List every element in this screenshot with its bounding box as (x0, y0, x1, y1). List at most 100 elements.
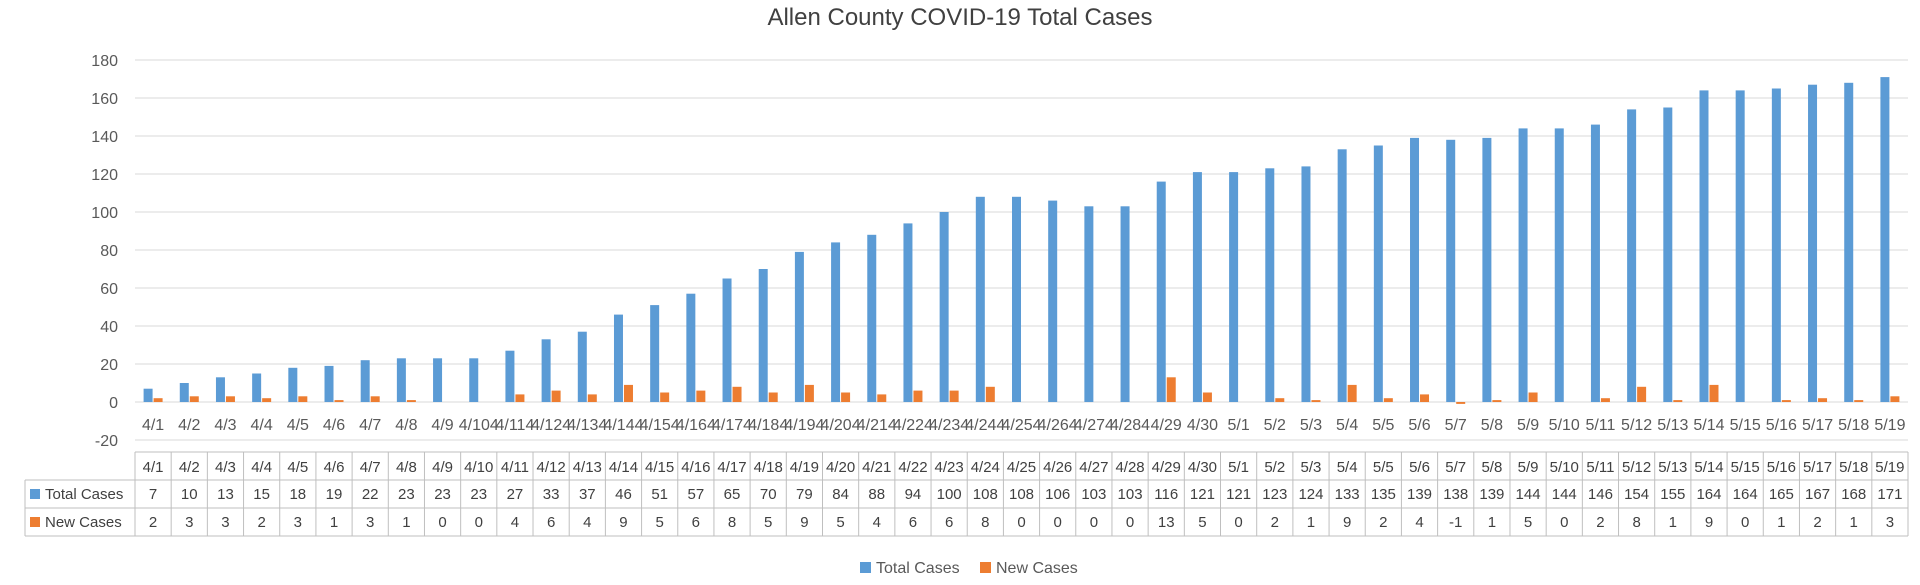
bar-total-cases (1699, 90, 1709, 403)
legend: Total Cases New Cases (860, 560, 1078, 577)
table-date-cell: 4/16 (681, 459, 710, 476)
x-tick-label: 5/11 (1585, 417, 1615, 434)
table-value-cell: 103 (1118, 486, 1143, 503)
table-value-cell: 0 (1560, 514, 1568, 531)
table-value-cell: 1 (1488, 514, 1496, 531)
bar-new-cases (1781, 400, 1791, 402)
table-value-cell: 139 (1407, 486, 1432, 503)
x-tick-label: 5/3 (1300, 417, 1322, 434)
legend-key-total-cases (860, 562, 871, 573)
table-date-cell: 4/30 (1188, 459, 1217, 476)
bar-new-cases (1420, 394, 1430, 402)
x-tick-label: 4/154 (640, 417, 680, 434)
table-value-cell: 9 (1343, 514, 1351, 531)
x-tick-label: 4/9 (431, 417, 453, 434)
table-date-cell: 4/15 (645, 459, 674, 476)
table-value-cell: 8 (981, 514, 989, 531)
bar-new-cases (370, 396, 380, 402)
table-value-cell: 6 (945, 514, 953, 531)
bar-total-cases (613, 314, 623, 402)
table-value-cell: 146 (1588, 486, 1613, 503)
bar-new-cases (985, 386, 995, 402)
table-date-cell: 4/22 (898, 459, 927, 476)
table-date-cell: 4/11 (501, 459, 529, 476)
bar-total-cases (252, 373, 262, 402)
bar-total-cases (1554, 128, 1564, 402)
bar-total-cases (143, 388, 153, 402)
table-value-cell: 5 (764, 514, 772, 531)
y-tick-label: 0 (109, 395, 118, 412)
gridlines (135, 59, 1908, 441)
table-value-cell: 171 (1877, 486, 1902, 503)
table-date-cell: 4/23 (935, 459, 964, 476)
table-date-cell: 5/9 (1518, 459, 1539, 476)
table-value-cell: 0 (1741, 514, 1749, 531)
x-tick-label: 5/1 (1227, 417, 1249, 434)
bar-total-cases (1844, 82, 1854, 403)
bar-new-cases (1202, 392, 1212, 402)
bar-total-cases (215, 377, 225, 402)
bar-total-cases (1156, 181, 1166, 402)
x-tick-label: 4/124 (531, 417, 571, 434)
bar-new-cases (841, 392, 851, 402)
table-value-cell: 2 (1379, 514, 1387, 531)
table-date-cell: 4/5 (287, 459, 308, 476)
table-value-cell: 8 (728, 514, 736, 531)
bar-total-cases (1446, 139, 1456, 403)
table-value-cell: 0 (1234, 514, 1242, 531)
table-date-cell: 5/1 (1228, 459, 1249, 476)
x-tick-label: 4/8 (395, 417, 417, 434)
table-value-cell: 2 (1271, 514, 1279, 531)
y-tick-label: 100 (91, 205, 118, 222)
table-value-cell: 5 (836, 514, 844, 531)
table-value-cell: 13 (1158, 514, 1175, 531)
bar-new-cases (1456, 402, 1466, 404)
x-tick-label: 4/274 (1074, 417, 1114, 434)
bar-total-cases (758, 269, 768, 402)
bar-total-cases (831, 242, 841, 402)
table-value-cell: 0 (1017, 514, 1025, 531)
x-tick-label: 5/14 (1693, 417, 1724, 434)
table-date-cell: 5/7 (1445, 459, 1466, 476)
bar-total-cases (1410, 137, 1420, 402)
table-value-cell: 10 (181, 486, 198, 503)
x-tick-label: 4/194 (784, 417, 824, 434)
x-tick-label: 5/7 (1445, 417, 1467, 434)
table-value-cell: 22 (362, 486, 379, 503)
table-date-cell: 4/10 (464, 459, 493, 476)
bar-total-cases (939, 212, 949, 402)
bar-new-cases (334, 400, 344, 402)
table-value-cell: 84 (832, 486, 849, 503)
bar-new-cases (1347, 384, 1357, 402)
table-date-cell: 4/26 (1043, 459, 1072, 476)
table-value-cell: 5 (1198, 514, 1206, 531)
x-tick-label: 5/16 (1766, 417, 1797, 434)
table-value-cell: 0 (1090, 514, 1098, 531)
table-date-cell: 4/6 (324, 459, 345, 476)
bar-new-cases (1673, 400, 1683, 402)
table-value-cell: 37 (579, 486, 596, 503)
table-date-cell: 5/19 (1875, 459, 1904, 476)
bar-new-cases (153, 398, 163, 402)
table-value-cell: 88 (868, 486, 885, 503)
x-tick-label: 4/284 (1110, 417, 1150, 434)
table-value-cell: 4 (1415, 514, 1423, 531)
bar-total-cases (1192, 172, 1202, 402)
legend-key-new-cases (980, 562, 991, 573)
x-tick-label: 5/2 (1264, 417, 1286, 434)
bar-total-cases (722, 278, 732, 402)
table-date-cell: 5/13 (1658, 459, 1687, 476)
y-tick-label: 80 (100, 243, 118, 260)
x-tick-label: 4/7 (359, 417, 381, 434)
bar-total-cases (903, 223, 913, 402)
x-axis-labels: 4/1 4/2 4/3 4/4 4/5 4/6 4/7 4/8 4/9 4/1044/1144/1… (142, 417, 1906, 434)
bar-total-cases (1735, 90, 1745, 403)
table-date-cell: 4/7 (360, 459, 381, 476)
table-date-cell: 5/4 (1337, 459, 1358, 476)
x-tick-label: 4/254 (1001, 417, 1041, 434)
table-value-cell: 23 (470, 486, 487, 503)
table-date-cell: 4/13 (573, 459, 602, 476)
bar-total-cases (1229, 172, 1239, 402)
table-date-cell: 4/1 (143, 459, 164, 476)
table-value-cell: 135 (1371, 486, 1396, 503)
